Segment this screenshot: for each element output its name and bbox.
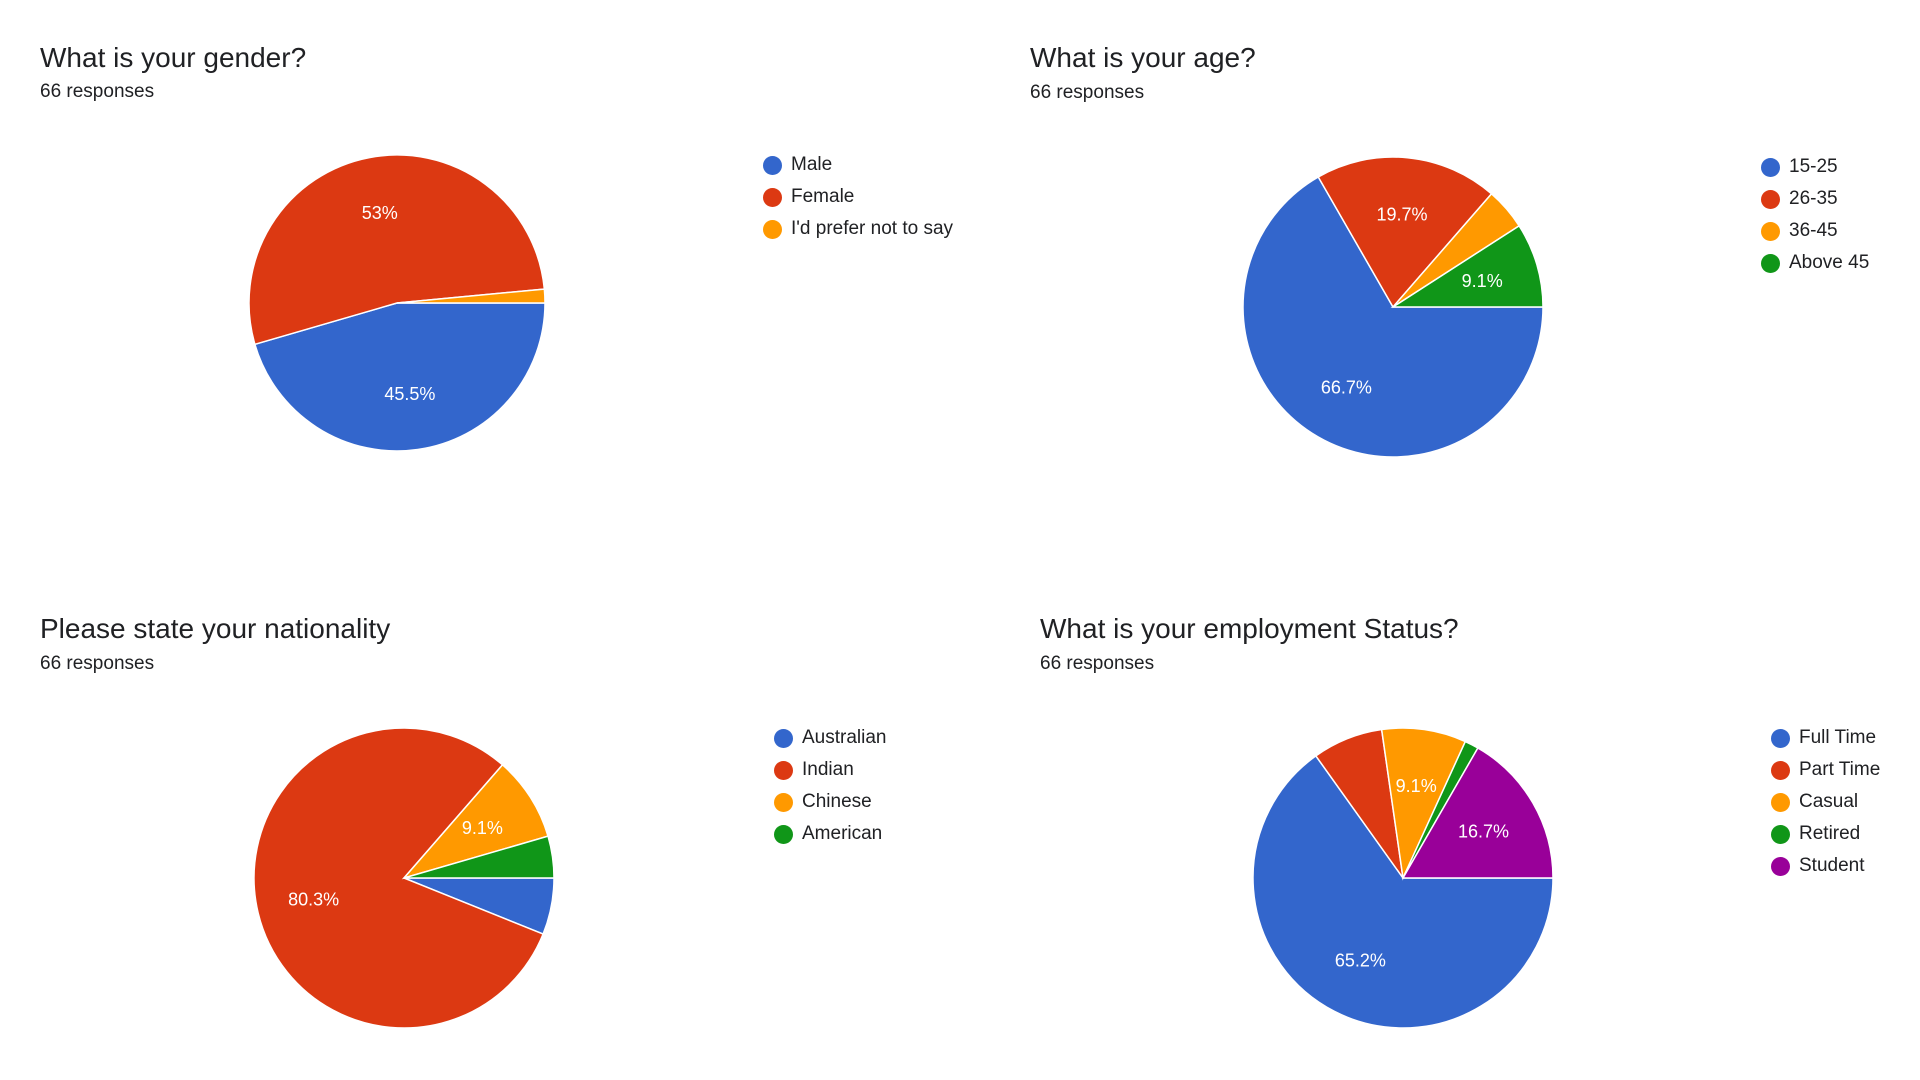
data-label-above-45: 9.1% (1462, 271, 1503, 291)
legend-swatch (1761, 157, 1780, 177)
pie-slice-26-35 (1317, 156, 1493, 309)
legend-item-above-45: Above 45 (1761, 247, 1869, 279)
pie-slice-15-25 (1242, 175, 1544, 458)
legend-swatch (774, 792, 793, 812)
legend-item-male: Male (763, 149, 953, 181)
legend-item-15-25: 15-25 (1761, 151, 1869, 183)
legend-item-american: American (774, 818, 887, 850)
legend-swatch (1771, 856, 1790, 876)
legend-label: American (802, 823, 883, 844)
legend-item-retired: Retired (1771, 818, 1880, 850)
legend-label: Australian (802, 727, 887, 748)
pie-slice-female (248, 154, 546, 346)
legend-label: Chinese (802, 791, 872, 812)
legend-item-full-time: Full Time (1771, 722, 1880, 754)
pie-slice-indian (253, 727, 545, 1029)
legend-swatch (763, 155, 782, 175)
legend-swatch (1771, 760, 1790, 780)
legend-swatch (1761, 189, 1780, 209)
legend-item-chinese: Chinese (774, 786, 887, 818)
data-label-female: 53% (362, 203, 398, 223)
legend-swatch (774, 728, 793, 748)
response-count: 66 responses (1030, 82, 1145, 103)
data-label-indian: 80.3% (288, 890, 339, 910)
chart-panel-gender: What is your gender? 66 responses 45.5% 5… (0, 0, 960, 540)
pie-chart-employment: 65.2% 9.1% 16.7% (1252, 727, 1554, 1029)
legend-item-student: Student (1771, 850, 1880, 882)
pie-slice-student (1401, 746, 1554, 879)
data-label-student: 16.7% (1458, 822, 1509, 842)
legend: Full Time Part Time Casual Retired Student (1771, 722, 1880, 882)
legend-swatch (763, 187, 782, 207)
chart-panel-age: What is your age? 66 responses 66.7% 19.7… (960, 0, 1920, 540)
pie-chart-gender: 45.5% 53% (248, 154, 546, 452)
legend-label: 26-35 (1789, 188, 1838, 209)
legend-label: I'd prefer not to say (791, 218, 954, 239)
response-count: 66 responses (40, 81, 155, 102)
chart-title: What is your gender? (40, 42, 307, 73)
chart-title: What is your employment Status? (1040, 613, 1459, 644)
data-label-male: 45.5% (384, 384, 435, 404)
data-label-full-time: 65.2% (1335, 951, 1386, 971)
legend-item-australian: Australian (774, 722, 887, 754)
chart-panel-employment: What is your employment Status? 66 respo… (960, 540, 1920, 1080)
pie-chart-nationality: 80.3% 9.1% (253, 727, 555, 1029)
data-label-15-25: 66.7% (1321, 378, 1372, 398)
chart-panel-nationality: Please state your nationality 66 respons… (0, 540, 960, 1080)
chart-title: Please state your nationality (40, 613, 391, 644)
data-label-26-35: 19.7% (1376, 204, 1427, 224)
legend-label: Above 45 (1789, 252, 1870, 273)
legend-swatch (1771, 792, 1790, 812)
legend-swatch (1771, 824, 1790, 844)
chart-title: What is your age? (1030, 42, 1256, 73)
pie-slice-chinese (401, 763, 549, 880)
pie-slice-full-time (1252, 754, 1554, 1029)
data-label-chinese: 9.1% (462, 818, 503, 838)
pie-slice-above-45 (1390, 224, 1544, 308)
legend-label: Male (791, 154, 833, 175)
legend-item-36-45: 36-45 (1761, 215, 1869, 247)
legend-label: Indian (802, 759, 854, 780)
legend-swatch (763, 219, 782, 239)
legend-swatch (774, 760, 793, 780)
legend-label: Retired (1799, 823, 1861, 844)
legend-swatch (774, 824, 793, 844)
response-count: 66 responses (1040, 653, 1155, 674)
legend-swatch (1761, 221, 1780, 241)
legend-label: 15-25 (1789, 156, 1838, 177)
pie-slice-casual (1380, 727, 1467, 881)
legend-label: Full Time (1799, 727, 1877, 748)
legend-item-i-d-prefer-not-to-say: I'd prefer not to say (763, 213, 953, 245)
pie-slice-american (403, 835, 555, 879)
legend-swatch (1761, 253, 1780, 273)
legend-label: Female (791, 186, 855, 207)
response-count: 66 responses (40, 653, 155, 674)
legend: 15-25 26-35 36-45 Above 45 (1761, 151, 1869, 279)
legend-item-female: Female (763, 181, 953, 213)
legend-label: Casual (1799, 791, 1859, 812)
legend: Australian Indian Chinese American (774, 722, 887, 850)
pie-slice-male (253, 302, 546, 452)
data-label-casual: 9.1% (1396, 776, 1437, 796)
legend-label: Part Time (1799, 759, 1881, 780)
legend-item-casual: Casual (1771, 786, 1880, 818)
legend: Male Female I'd prefer not to say (763, 149, 953, 245)
legend-swatch (1771, 728, 1790, 748)
legend-item-indian: Indian (774, 754, 887, 786)
pie-chart-age: 66.7% 19.7% 9.1% (1242, 156, 1544, 458)
legend-item-26-35: 26-35 (1761, 183, 1869, 215)
pie-slice-i-d-prefer-not-to-say (396, 288, 546, 304)
legend-item-part-time: Part Time (1771, 754, 1880, 786)
legend-label: 36-45 (1789, 220, 1838, 241)
legend-label: Student (1799, 855, 1865, 876)
